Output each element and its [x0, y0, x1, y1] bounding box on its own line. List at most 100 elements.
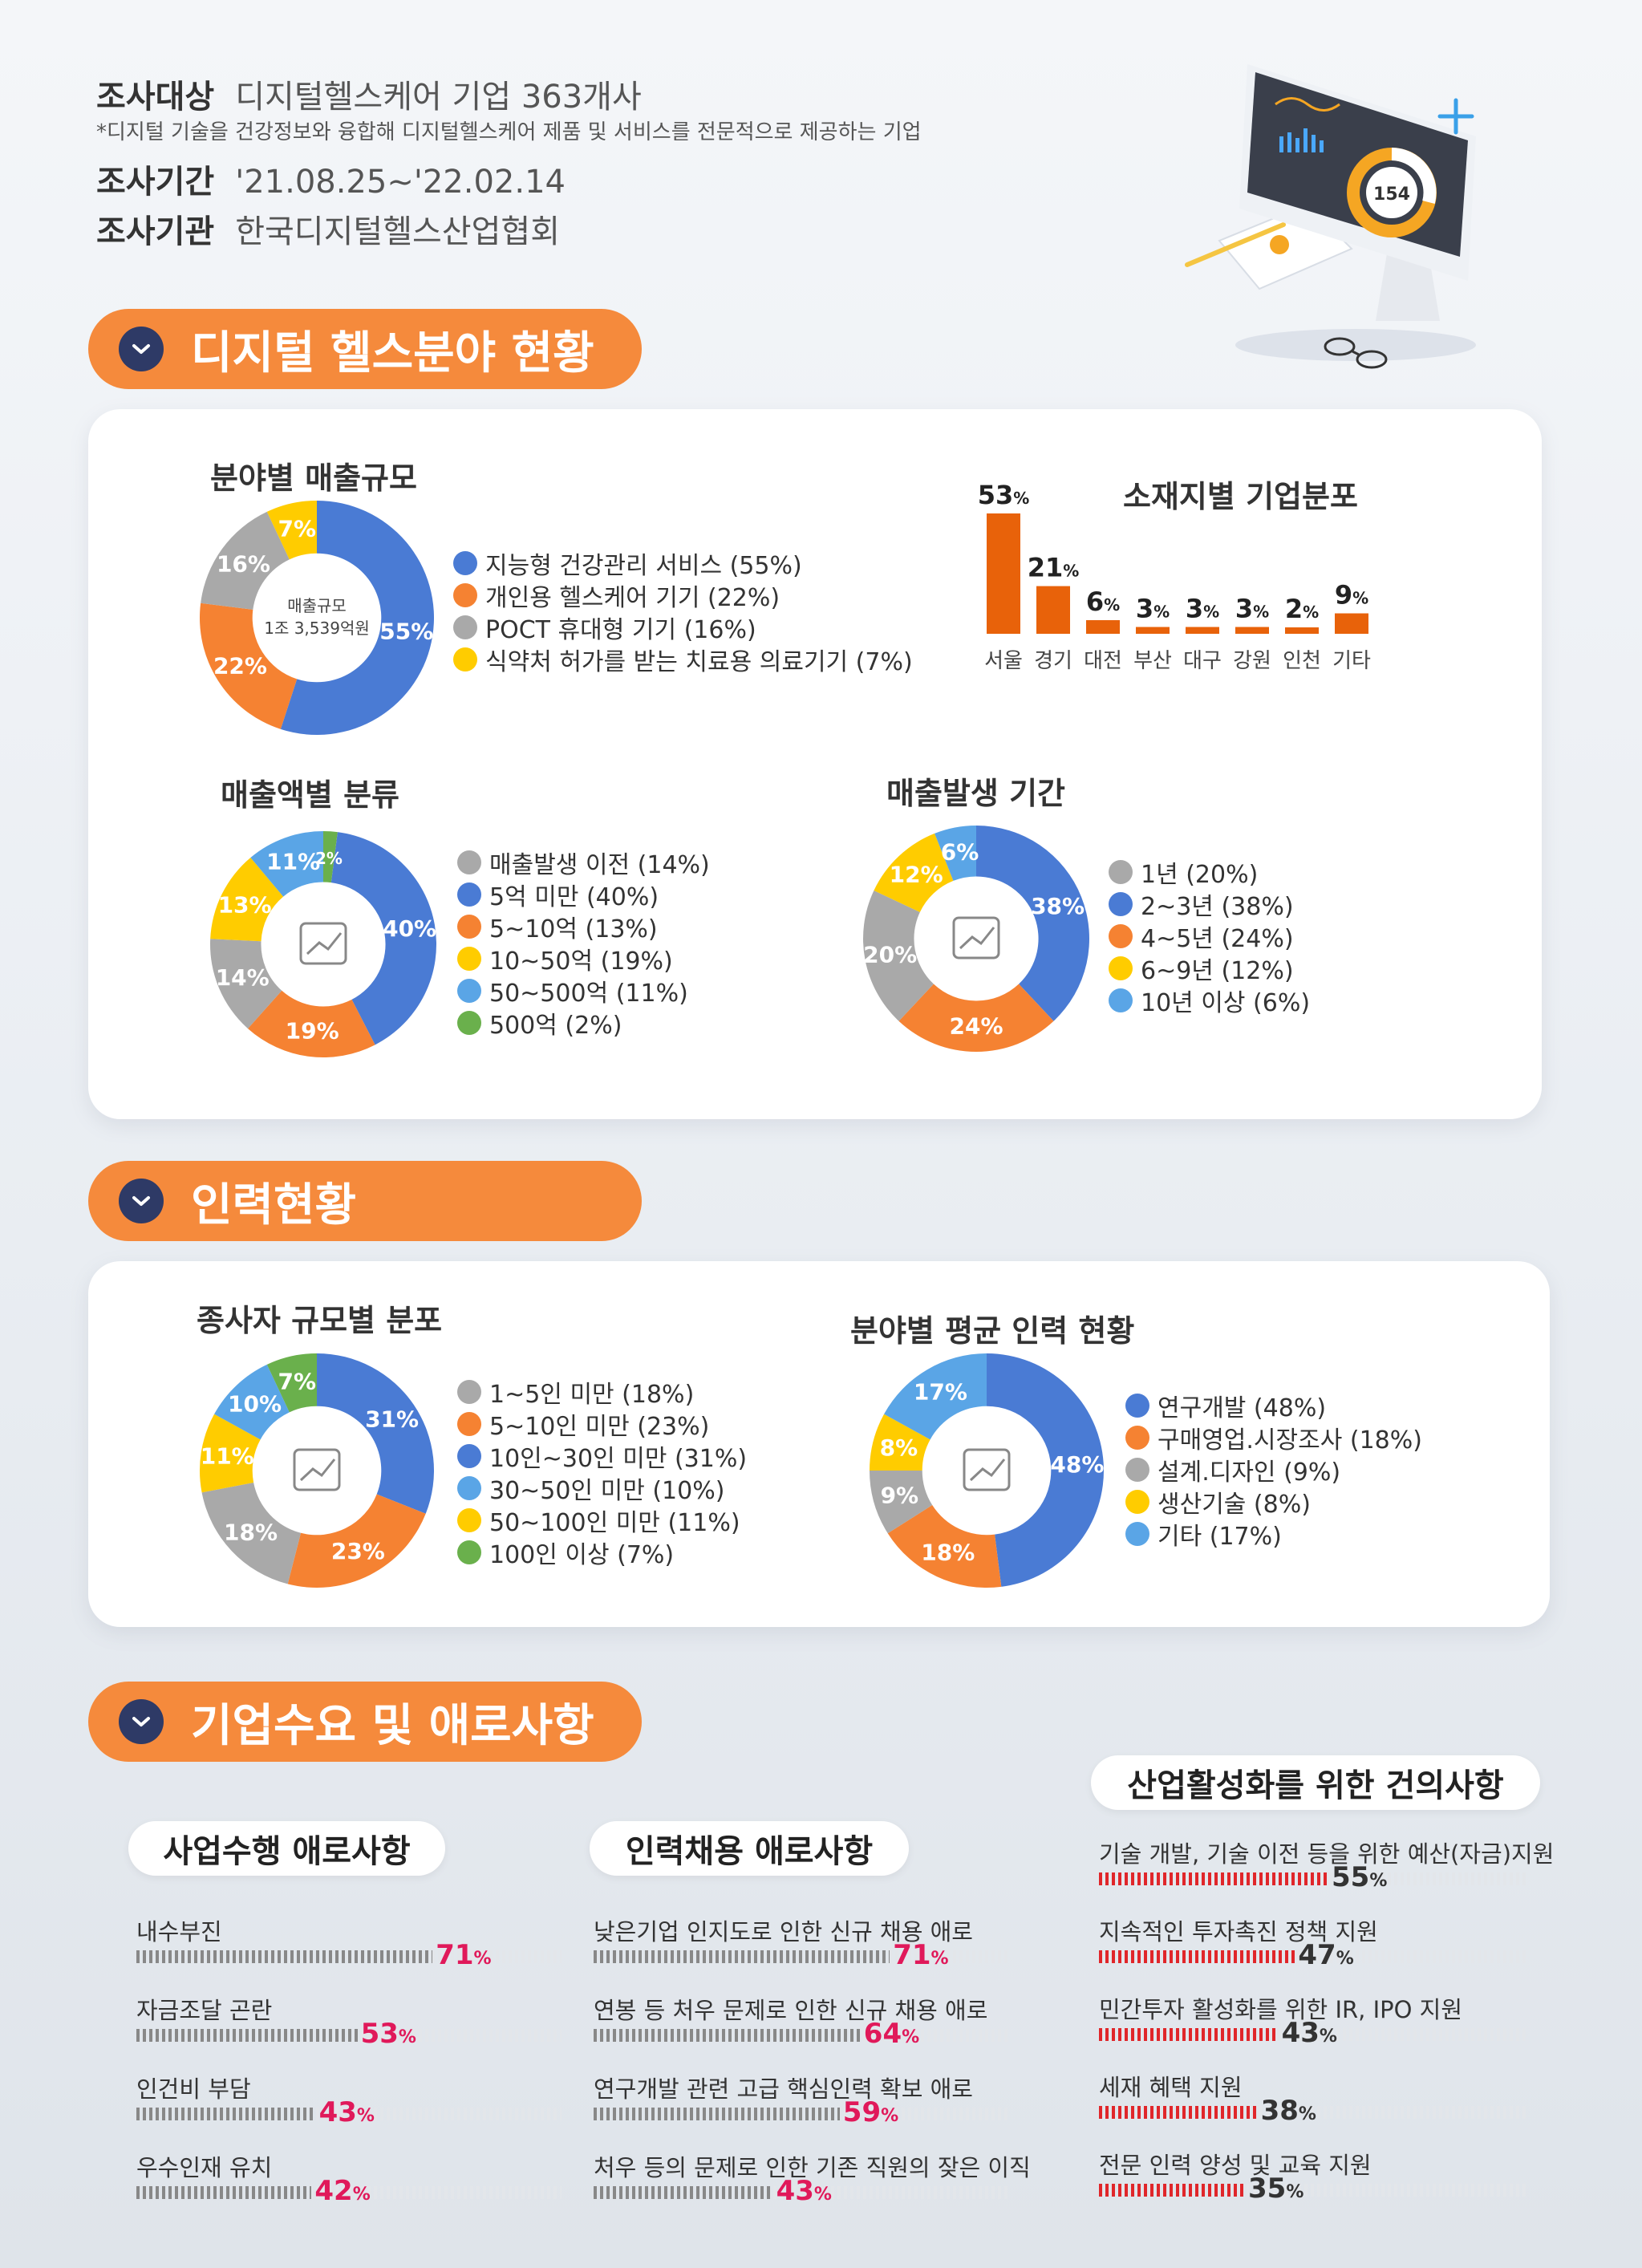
- legend-label: 500억 (2%): [489, 1012, 622, 1040]
- bar: [1186, 627, 1219, 634]
- chart-title: 분야별 매출규모: [210, 460, 417, 496]
- slice-label: 9%: [881, 1483, 919, 1509]
- donut-slice: [200, 1414, 261, 1493]
- legend-dot: [457, 915, 481, 939]
- bar: [1099, 2106, 1258, 2119]
- legend-item: 매출발생 이전 (14%): [457, 846, 710, 879]
- legend-label: 구매영업.시장조사 (18%): [1158, 1426, 1422, 1455]
- legend-label: 2~3년 (38%): [1141, 893, 1294, 921]
- legend-label: 4~5년 (24%): [1141, 925, 1294, 953]
- legend-label: 5~10억 (13%): [489, 915, 658, 943]
- survey-target-label: 조사대상: [96, 79, 215, 116]
- bar: [1099, 1872, 1328, 1885]
- legend-dot: [453, 583, 477, 607]
- section-title: 기업수요 및 애로사항: [191, 1699, 594, 1752]
- legend-dot: [457, 1476, 481, 1500]
- bar-value-label: 21%: [1028, 553, 1080, 583]
- legend-item: 10인~30인 미만 (31%): [457, 1440, 748, 1473]
- issue-label: 세재 혜택 지원: [1099, 2074, 1243, 2101]
- survey-org-label: 조사기관: [96, 213, 215, 250]
- legend-label: 100인 이상 (7%): [489, 1541, 675, 1569]
- issue-label: 연봉 등 처우 문제로 인한 신규 채용 애로: [594, 1997, 988, 2024]
- legend-dot: [1125, 1458, 1149, 1482]
- donut-slice: [250, 831, 323, 897]
- legend-item: 5~10인 미만 (23%): [457, 1408, 747, 1441]
- issue-label: 자금조달 곤란: [136, 1997, 273, 2024]
- slice-label: 48%: [1050, 1451, 1104, 1478]
- legend-label: 5~10인 미만 (23%): [489, 1413, 710, 1441]
- bar-value-label: 3%: [1235, 594, 1269, 624]
- bar-value-label: 53%: [978, 480, 1030, 510]
- center-icon: [952, 916, 1000, 960]
- bar-category-label: 대구: [1183, 649, 1222, 673]
- bar-value-label: 53%: [360, 2018, 416, 2050]
- legend-item: POCT 휴대형 기기 (16%): [453, 611, 913, 644]
- bar-value-label: 35%: [1248, 2173, 1304, 2205]
- legend-dot: [1109, 988, 1133, 1012]
- legend-label: 매출발생 이전 (14%): [489, 851, 710, 879]
- bar: [136, 2108, 316, 2120]
- issue-label: 민간투자 활성화를 위한 IR, IPO 지원: [1099, 1996, 1463, 2023]
- bar-category-label: 강원: [1233, 649, 1271, 673]
- legend-label: 10년 이상 (6%): [1141, 989, 1311, 1017]
- monitor-value: 154: [1373, 185, 1410, 205]
- bar-value-label: 9%: [1335, 580, 1368, 611]
- bar: [1099, 2184, 1245, 2197]
- legend-label: 50~100인 미만 (11%): [489, 1509, 740, 1537]
- legend-dot: [457, 850, 481, 874]
- slice-label: 7%: [278, 1369, 317, 1395]
- donut-slice: [214, 1364, 290, 1440]
- slice-label: 8%: [880, 1434, 918, 1461]
- bar-value-label: 43%: [1281, 2017, 1337, 2049]
- legend-item: 500억 (2%): [457, 1007, 710, 1040]
- section-header-demands: 기업수요 및 애로사항: [88, 1682, 642, 1762]
- legend-label: 50~500억 (11%): [489, 980, 688, 1008]
- legend-label: 30~50인 미만 (10%): [489, 1477, 725, 1505]
- legend-label: 10인~30인 미만 (31%): [489, 1445, 748, 1473]
- center-text: 1조 3,539억원: [264, 619, 370, 638]
- donut-chart-workforce: 48% 18% 9% 8% 17%: [870, 1353, 1104, 1588]
- bar-category-label: 기타: [1332, 649, 1371, 673]
- legend-item: 기타 (17%): [1125, 1518, 1422, 1551]
- donut-slice: [935, 826, 976, 881]
- donut-slice: [870, 1414, 930, 1471]
- bar: [136, 2029, 358, 2042]
- bar: [1099, 1950, 1295, 1963]
- donut-slice: [976, 826, 1089, 1021]
- legend-dot: [457, 1444, 481, 1468]
- center-icon: [963, 1448, 1011, 1491]
- donut-slice: [887, 1505, 1002, 1588]
- donut-slice: [870, 1471, 933, 1534]
- issue-label: 내수부진: [136, 1918, 222, 1945]
- bar: [594, 1950, 890, 1963]
- bar-value-label: 38%: [1260, 2095, 1316, 2127]
- donut-slice: [317, 1353, 434, 1514]
- legend-dot: [1109, 892, 1133, 916]
- section-header-digital-health: 디지털 헬스분야 현황: [88, 309, 642, 389]
- donut-slice: [884, 1353, 987, 1440]
- bar: [594, 2029, 861, 2042]
- bar-category-label: 경기: [1034, 649, 1072, 673]
- legend-label: 1~5인 미만 (18%): [489, 1381, 695, 1409]
- chart-title: 분야별 평균 인력 현황: [850, 1313, 1135, 1349]
- legend-label: 연구개발 (48%): [1158, 1394, 1327, 1422]
- legend-item: 10~50억 (19%): [457, 943, 710, 976]
- legend-label: 지능형 건강관리 서비스 (55%): [485, 552, 802, 580]
- legend-item: 5~10억 (13%): [457, 911, 710, 943]
- survey-target-note: *디지털 기술을 건강정보와 융합해 디지털헬스케어 제품 및 서비스를 전문적…: [96, 120, 922, 144]
- slice-label: 55%: [379, 619, 433, 645]
- legend-label: 10~50억 (19%): [489, 947, 673, 976]
- legend-item: 1년 (20%): [1109, 856, 1310, 889]
- pencil-icon: [1185, 222, 1286, 267]
- chart-title: 매출발생 기간: [886, 776, 1065, 811]
- donut-slice: [280, 501, 434, 735]
- donut-slice: [898, 984, 1054, 1052]
- legend-item: 지능형 건강관리 서비스 (55%): [453, 547, 913, 580]
- slice-label: 2%: [315, 849, 343, 868]
- slice-label: 40%: [383, 915, 436, 942]
- bar-value-label: 43%: [776, 2175, 832, 2207]
- legend-item: 2~3년 (38%): [1109, 888, 1310, 921]
- legend-label: POCT 휴대형 기기 (16%): [485, 616, 756, 644]
- legend-dot: [1125, 1426, 1149, 1450]
- legend-item: 생산기술 (8%): [1125, 1486, 1422, 1519]
